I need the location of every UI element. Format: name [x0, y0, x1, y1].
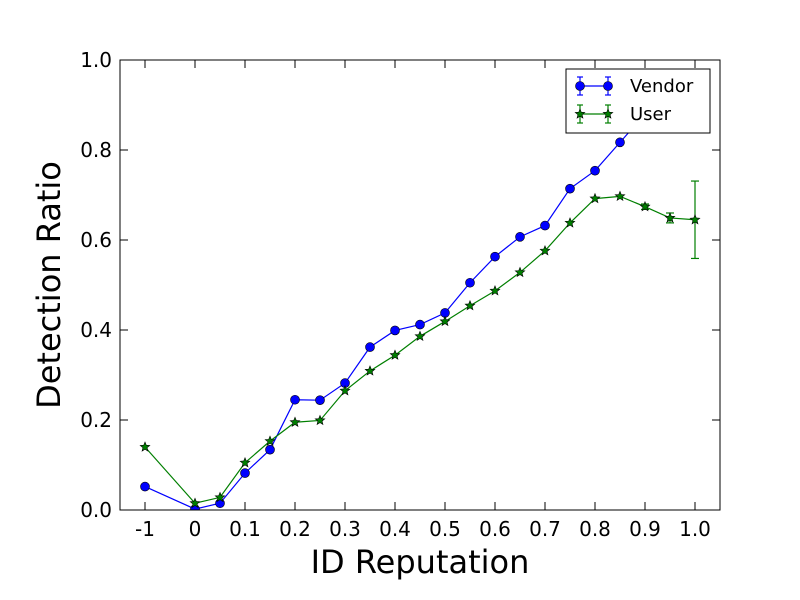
- legend-marker: [575, 81, 585, 91]
- y-tick-label: 0.2: [80, 408, 112, 432]
- x-tick-label: -1: [135, 517, 155, 541]
- series-line-vendor: [144, 113, 646, 510]
- data-point: [439, 315, 451, 327]
- data-point: [364, 365, 376, 376]
- legend-box: [565, 68, 711, 134]
- data-point: [664, 212, 676, 223]
- x-axis-title: ID Reputation: [311, 543, 530, 581]
- y-tick-label: 0.4: [80, 318, 112, 342]
- data-point: [489, 285, 501, 296]
- x-tick-label: 0.9: [629, 517, 661, 541]
- data-point: [389, 349, 401, 360]
- data-point: [314, 414, 326, 426]
- legend: Vendor User: [565, 68, 711, 134]
- data-point: [639, 200, 651, 212]
- axis-ticks: -1 0 0.1 0.2 0.3 0.4 0.5 0.6 0.7 0.8 0.9 1.0 0.0 0.2 0…: [80, 48, 720, 541]
- series-user: [139, 180, 701, 508]
- data-point: [239, 456, 251, 468]
- plot-frame: [119, 59, 721, 511]
- data-point: [265, 444, 275, 455]
- data-point: [615, 137, 625, 148]
- x-tick-label: 0.3: [329, 517, 361, 541]
- data-point: [415, 319, 425, 330]
- x-tick-label: 0.6: [479, 517, 511, 541]
- x-tick-label: 0.2: [279, 517, 311, 541]
- data-point: [515, 232, 525, 242]
- x-tick-label: 0: [189, 517, 202, 541]
- data-point: [139, 441, 151, 452]
- data-point: [339, 384, 351, 396]
- y-tick-label: 0.6: [80, 228, 112, 252]
- x-tick-label: 0.8: [579, 517, 611, 541]
- legend-marker: [574, 108, 586, 119]
- data-point: [540, 220, 550, 231]
- data-point: [689, 213, 701, 225]
- data-point: [490, 251, 500, 262]
- data-point: [390, 325, 400, 336]
- data-point: [315, 395, 325, 406]
- legend-label-vendor: Vendor: [630, 76, 694, 97]
- data-point: [514, 266, 526, 278]
- legend-marker: [602, 108, 614, 119]
- data-point: [414, 330, 426, 342]
- data-point: [289, 416, 301, 427]
- data-point: [564, 217, 576, 228]
- data-point: [290, 394, 300, 405]
- data-point: [365, 342, 375, 352]
- data-point: [189, 497, 201, 508]
- data-point: [240, 468, 250, 478]
- legend-marker: [603, 81, 613, 91]
- data-point: [565, 183, 575, 194]
- y-axis-title: Detection Ratio: [30, 161, 68, 409]
- y-tick-label: 1.0: [80, 48, 112, 72]
- data-point: [589, 192, 601, 204]
- data-point: [264, 435, 276, 446]
- data-point: [140, 481, 150, 492]
- data-point: [465, 277, 475, 288]
- y-tick-label: 0.0: [80, 498, 112, 522]
- x-tick-label: 0.4: [379, 517, 411, 541]
- y-tick-label: 0.8: [80, 138, 112, 162]
- legend-label-user: User: [630, 104, 672, 125]
- data-point: [214, 491, 226, 503]
- data-point: [614, 190, 626, 202]
- plot-area: [120, 60, 720, 510]
- series-line-user: [144, 195, 696, 504]
- x-tick-label: 1.0: [679, 517, 711, 541]
- data-point: [190, 504, 200, 510]
- x-tick-label: 0.1: [229, 517, 261, 541]
- x-tick-label: 0.7: [529, 517, 561, 541]
- data-point: [539, 244, 551, 256]
- data-point: [464, 299, 476, 311]
- data-point: [215, 498, 225, 509]
- x-tick-label: 0.5: [429, 517, 461, 541]
- data-point: [590, 165, 600, 176]
